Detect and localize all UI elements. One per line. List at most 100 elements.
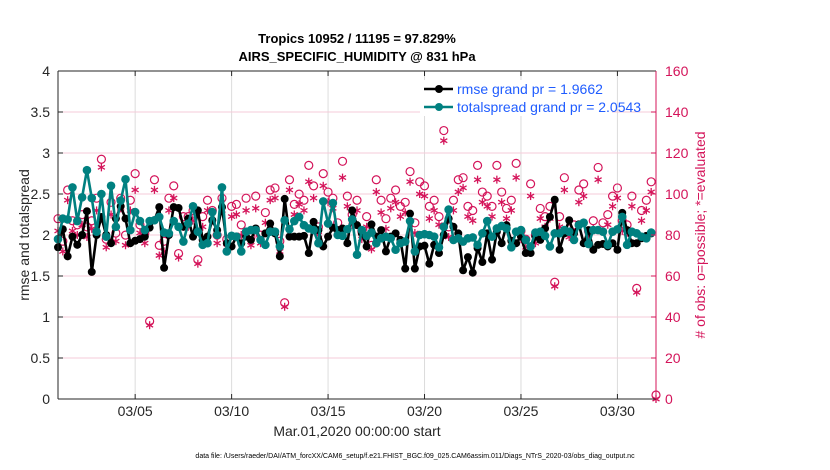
rmse-point — [463, 253, 472, 262]
possible-obs-marker — [627, 191, 637, 201]
possible-obs-marker — [130, 169, 140, 179]
possible-obs-marker — [482, 191, 492, 201]
evaluated-obs-marker — [242, 206, 250, 215]
possible-obs-marker — [323, 187, 333, 197]
totalspread-point — [622, 240, 632, 250]
possible-obs-marker — [390, 185, 401, 195]
evaluated-obs-marker — [285, 185, 294, 194]
evaluated-obs-marker — [338, 173, 347, 182]
rmse-point — [299, 231, 308, 240]
rmse-point — [555, 245, 564, 254]
possible-obs-marker — [342, 191, 352, 201]
y-tick-label: 0 — [42, 391, 50, 407]
evaluated-obs-marker — [459, 183, 467, 192]
rmse-point — [406, 209, 415, 218]
possible-obs-marker — [439, 125, 449, 136]
totalspread-point — [188, 202, 198, 211]
possible-obs-marker — [636, 205, 647, 216]
y-tick-label: 2.5 — [31, 186, 51, 202]
evaluated-obs-marker — [155, 251, 164, 260]
totalspread-point — [613, 224, 622, 234]
y-tick-label: 3.5 — [31, 104, 51, 120]
totalspread-point — [603, 240, 613, 250]
totalspread-point — [429, 232, 439, 241]
evaluated-obs-marker — [391, 198, 400, 207]
y2-tick-label: 80 — [665, 227, 681, 243]
totalspread-point — [338, 231, 347, 241]
possible-obs-marker — [299, 195, 309, 205]
possible-obs-marker — [535, 203, 545, 214]
possible-obs-marker — [308, 181, 319, 191]
y2-tick-label: 20 — [665, 350, 681, 366]
x-tick-label: 03/15 — [311, 403, 346, 419]
rmse-point — [362, 242, 371, 251]
totalspread-point — [82, 165, 92, 175]
rmse-point — [121, 214, 130, 223]
totalspread-point — [410, 247, 420, 256]
totalspread-point — [72, 216, 82, 226]
evaluated-obs-marker — [473, 175, 482, 184]
totalspread-point — [323, 219, 333, 228]
totalspread-point — [444, 205, 453, 214]
y-tick-label: 1 — [42, 309, 50, 325]
totalspread-point — [468, 233, 478, 242]
rmse-point — [140, 232, 149, 241]
possible-obs-marker — [371, 175, 381, 185]
possible-obs-marker — [574, 185, 584, 195]
rmse-point — [324, 232, 333, 241]
totalspread-point — [212, 230, 222, 240]
totalspread-point — [487, 232, 497, 241]
possible-obs-marker — [511, 158, 521, 168]
legend-rmse-label: rmse grand pr = 1.9662 — [457, 81, 603, 97]
totalspread-point — [473, 240, 482, 250]
evaluated-obs-marker — [271, 194, 279, 203]
possible-obs-marker — [448, 195, 459, 205]
possible-obs-marker — [294, 189, 304, 199]
totalspread-point — [130, 207, 140, 217]
possible-obs-marker — [236, 220, 246, 230]
possible-obs-marker — [612, 183, 623, 193]
rmse-point — [367, 220, 376, 229]
possible-obs-marker — [501, 203, 512, 214]
possible-obs-marker — [169, 181, 179, 191]
possible-obs-marker — [265, 185, 275, 195]
rmse-point — [160, 263, 169, 272]
evaluated-obs-marker — [169, 194, 178, 203]
possible-obs-marker — [607, 191, 618, 201]
totalspread-point — [179, 237, 188, 246]
rmse-point — [78, 231, 87, 239]
possible-obs-marker — [593, 162, 603, 173]
evaluated-obs-marker — [396, 212, 405, 221]
possible-obs-marker — [289, 199, 299, 209]
possible-obs-marker — [227, 201, 237, 211]
evaluated-obs-marker — [594, 175, 602, 184]
rmse-point — [174, 203, 183, 212]
possible-obs-marker — [405, 166, 415, 177]
x-tick-label: 03/10 — [214, 403, 249, 419]
series-layer — [53, 125, 661, 403]
rmse-point — [73, 240, 82, 249]
possible-obs-marker — [424, 201, 434, 211]
rmse-point — [459, 266, 468, 275]
totalspread-point — [77, 192, 87, 202]
possible-obs-marker — [641, 195, 651, 205]
rmse-point — [304, 249, 313, 258]
possible-obs-marker — [506, 195, 516, 205]
totalspread-point — [232, 232, 241, 241]
totalspread-point — [183, 219, 193, 228]
totalspread-point — [318, 197, 328, 206]
totalspread-point — [347, 215, 357, 224]
possible-obs-marker — [646, 177, 656, 187]
possible-obs-marker — [429, 195, 439, 205]
evaluated-obs-marker — [425, 214, 434, 223]
rmse-point — [155, 203, 164, 212]
legend-totalspread-marker — [435, 103, 443, 111]
x-tick-label: 03/30 — [600, 403, 635, 419]
possible-obs-marker — [526, 179, 536, 189]
evaluated-obs-marker — [483, 202, 492, 211]
y-tick-label: 4 — [42, 63, 50, 79]
rmse-point — [526, 249, 535, 258]
possible-obs-marker — [202, 195, 213, 205]
totalspread-point — [521, 235, 531, 245]
rmse-point — [377, 226, 386, 235]
